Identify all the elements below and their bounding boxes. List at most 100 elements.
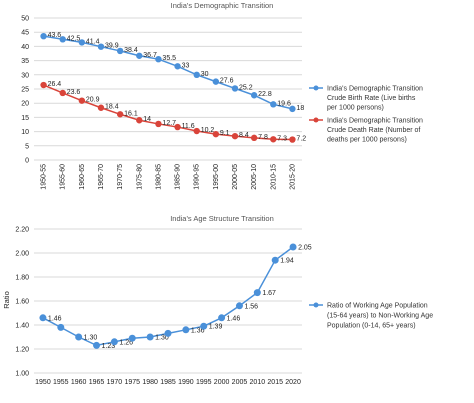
chart2-series-point (253, 289, 261, 297)
chart1-series-2-data-label: 23.6 (67, 89, 81, 96)
chart1-series-2-point (193, 127, 200, 135)
chart1-x-tick-label: 1970-75 (117, 164, 124, 190)
chart2-data-label: 1.67 (262, 290, 276, 297)
chart2-data-label: 1.39 (209, 324, 223, 331)
chart1-series-1-point (78, 39, 86, 46)
chart2-series-point (110, 338, 118, 346)
chart2-x-tick-label: 1980 (142, 379, 158, 386)
chart1-y-tick-label: 30 (21, 72, 29, 79)
chart1-series-2-point (231, 132, 239, 140)
chart2-y-tick-label: 2.20 (15, 227, 29, 234)
chart1-series-1-point (40, 32, 47, 40)
chart1-y-tick-label: 45 (21, 30, 29, 37)
chart1-x-tick-label: 1960-65 (79, 164, 86, 190)
chart2-data-label: 1.30 (155, 335, 169, 342)
chart1-x-tick-label: 1990-95 (194, 164, 201, 190)
chart1-series-1-point (116, 47, 124, 55)
chart2-x-tick-label: 1960 (71, 379, 87, 386)
chart1-series-1-data-label: 33 (182, 62, 190, 69)
chart2-y-axis-label: Ratio (2, 291, 11, 309)
chart1-series-2-data-label: 7.8 (258, 134, 268, 141)
chart1-series-1-data-label: 35.5 (162, 55, 176, 62)
chart1-title: India's Demographic Transition (171, 1, 274, 10)
chart1-legend-marker-2 (313, 117, 319, 123)
chart2-data-label: 1.30 (84, 335, 98, 342)
chart1-series-1-point (250, 92, 258, 99)
chart2-data-label: 1.23 (102, 343, 116, 350)
chart2-series-point (39, 314, 47, 322)
chart1-x-tick-label: 1975-80 (136, 164, 143, 190)
chart1-series-2-data-label: 18.4 (105, 104, 119, 111)
chart1-series-1-data-label: 42.5 (67, 35, 81, 42)
chart2-series-point (271, 256, 279, 264)
chart1-series-1-point (193, 71, 200, 79)
chart1-x-ticks: 1950-55 1955-60 1960-65 1965-70 1970-75 1975-… (41, 164, 297, 190)
chart2-x-tick-label: 2020 (285, 379, 301, 386)
chart2-legend-label: Ratio of Working Age Population (15-64 ye… (327, 303, 433, 330)
chart1-series-1-data-label: 36.7 (143, 52, 157, 59)
chart1-series: 43.6 42.5 41.4 39.9 38.4 36.7 35.5 33 30 27.6 25.2… (40, 32, 306, 143)
chart1-y-tick-label: 50 (21, 16, 29, 23)
chart2-series-point (235, 302, 243, 310)
chart1-series-1-point (212, 78, 220, 85)
chart1-x-tick-label: 2005-10 (251, 164, 258, 190)
chart1-series-1-point (289, 105, 296, 113)
chart2-x-tick-label: 1990 (178, 379, 194, 386)
chart2-series-point (128, 334, 136, 342)
chart2-y-tick-label: 1.40 (15, 323, 29, 330)
chart1-y-ticks: 0 5 10 15 20 25 30 35 40 45 50 (21, 16, 29, 165)
chart2-title: India's Age Structure Transition (170, 214, 274, 223)
chart2-x-tick-label: 1955 (53, 379, 69, 386)
chart1-series-2-point (136, 117, 143, 124)
chart1-x-tick-label: 1950-55 (41, 164, 48, 190)
chart1-y-tick-label: 40 (21, 44, 29, 51)
chart1-series-2-point (174, 123, 181, 131)
chart1-series-2-data-label: 20.9 (86, 97, 100, 104)
chart2-y-tick-label: 1.60 (15, 299, 29, 306)
chart1-series-2-point (40, 81, 47, 89)
chart1-series-1-data-label: 30 (201, 71, 209, 78)
chart2-x-tick-label: 2010 (250, 379, 266, 386)
chart1-series-2-data-label: 9.1 (220, 130, 230, 137)
chart1-series-1-line (43, 35, 293, 110)
chart2-legend-marker (313, 302, 319, 308)
chart1-series-2-data-label: 10.2 (201, 127, 215, 134)
chart1-series-2-data-label: 8.4 (239, 132, 249, 139)
chart1-y-tick-label: 0 (25, 158, 29, 165)
chart1-series-2-data-label: 26.4 (48, 81, 62, 88)
chart1-series-2-point (155, 120, 162, 128)
chart1-series-1-data-label: 39.9 (105, 43, 119, 50)
chart1-y-tick-label: 25 (21, 87, 29, 94)
chart2-series: 1.461.301.231.261.301.361.391.461.561.67… (39, 243, 312, 350)
chart1-x-tick-label: 1980-85 (155, 164, 162, 190)
chart1-series-1-point (136, 52, 143, 59)
demographic-transition-chart: India's Demographic Transition 0 5 10 15 20 2… (21, 1, 423, 190)
chart1-series-1-data-label: 22.8 (258, 91, 272, 98)
chart1-series-2-point (212, 130, 220, 138)
chart2-series-point (57, 323, 65, 331)
chart1-legend-marker-1 (313, 85, 319, 91)
chart1-legend-label-2: India's Demographic Transition Crude Deat… (327, 118, 423, 144)
chart1-y-tick-label: 5 (25, 143, 29, 150)
chart2-x-ticks: 1950 1955 1960 1965 1970 1975 1980 1985 1990 1995… (35, 379, 301, 386)
chart1-series-2-point (116, 111, 124, 118)
chart1-series-1-point (97, 43, 105, 50)
chart1-x-tick-label: 1985-90 (175, 164, 182, 190)
chart2-series-point (218, 314, 226, 322)
chart1-series-2-data-label: 12.7 (162, 120, 176, 127)
chart1-series-1-data-label: 38.4 (124, 47, 138, 54)
chart1-legend: India's Demographic Transition Crude Birt… (309, 85, 423, 144)
chart2-series-point (289, 243, 297, 251)
chart1-legend-label-1: India's Demographic Transition Crude Birt… (327, 86, 423, 112)
chart2-data-label: 1.36 (191, 327, 205, 334)
chart1-gridlines (34, 17, 302, 161)
chart2-y-ticks: 1.00 1.20 1.40 1.60 1.80 2.00 2.20 (15, 227, 29, 378)
chart1-series-2-point (59, 89, 66, 97)
chart2-y-tick-label: 2.00 (15, 251, 29, 258)
chart2-legend: Ratio of Working Age Population (15-64 ye… (309, 302, 433, 330)
chart1-x-tick-label: 2000-05 (232, 164, 239, 190)
chart1-series-1-point (59, 36, 66, 43)
chart1-series-1-point (155, 55, 162, 63)
chart1-series-2-point (289, 136, 296, 143)
chart2-x-tick-label: 1985 (160, 379, 176, 386)
